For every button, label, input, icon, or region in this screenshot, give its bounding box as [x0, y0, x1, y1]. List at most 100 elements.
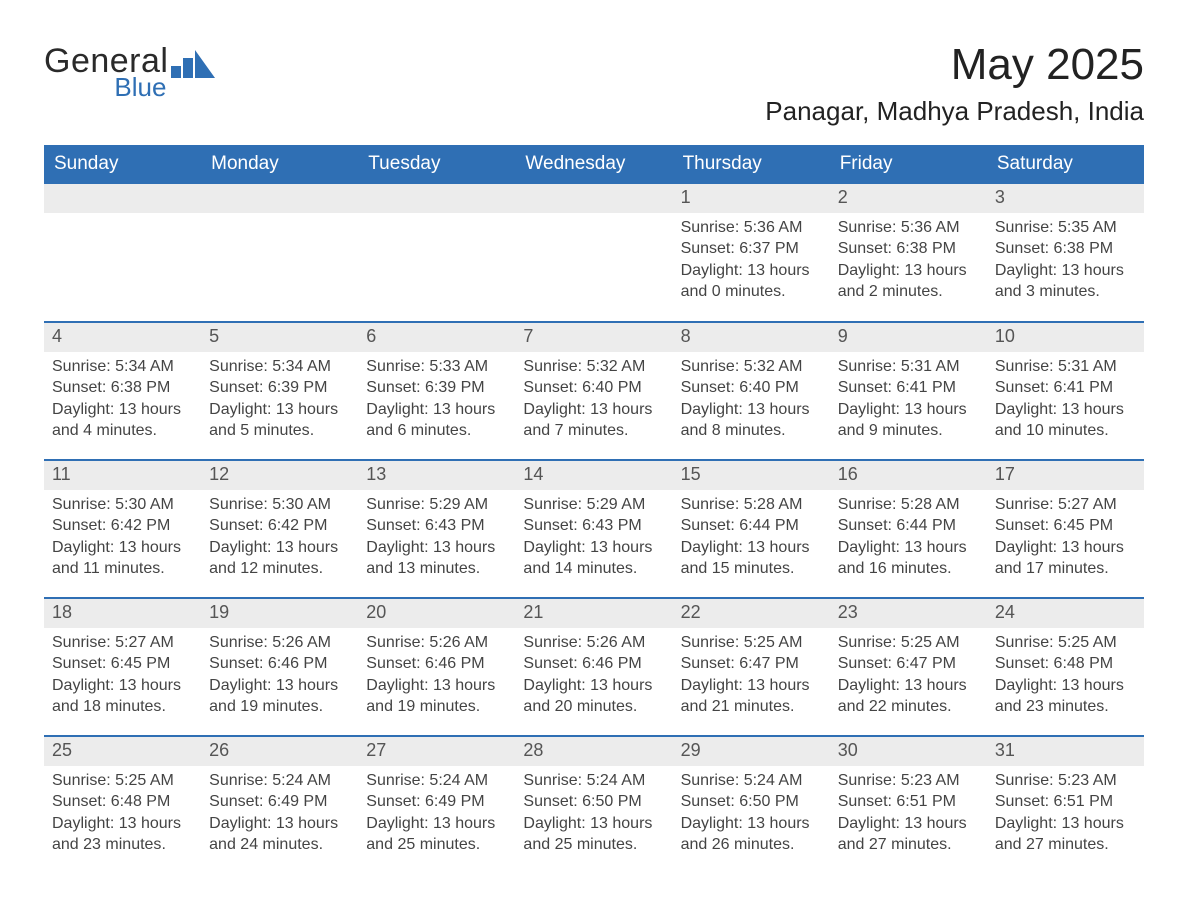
sunrise-line: Sunrise: 5:35 AM — [995, 217, 1136, 239]
sunrise-line: Sunrise: 5:34 AM — [52, 356, 193, 378]
day-details: Sunrise: 5:28 AMSunset: 6:44 PMDaylight:… — [830, 490, 987, 588]
sunrise-line: Sunrise: 5:29 AM — [523, 494, 664, 516]
daylight-line: Daylight: 13 hours and 23 minutes. — [52, 813, 193, 856]
day-header: Saturday — [987, 145, 1144, 184]
sunset-line: Sunset: 6:38 PM — [52, 377, 193, 399]
sunrise-line: Sunrise: 5:30 AM — [209, 494, 350, 516]
day-details: Sunrise: 5:25 AMSunset: 6:47 PMDaylight:… — [830, 628, 987, 726]
day-number-bar: 4 — [44, 323, 201, 352]
sunrise-line: Sunrise: 5:24 AM — [681, 770, 822, 792]
sunrise-line: Sunrise: 5:26 AM — [209, 632, 350, 654]
daylight-line: Daylight: 13 hours and 24 minutes. — [209, 813, 350, 856]
daylight-line: Daylight: 13 hours and 17 minutes. — [995, 537, 1136, 580]
day-header: Wednesday — [515, 145, 672, 184]
day-number-bar: 20 — [358, 599, 515, 628]
calendar-table: SundayMondayTuesdayWednesdayThursdayFrid… — [44, 145, 1144, 874]
calendar-cell: 26Sunrise: 5:24 AMSunset: 6:49 PMDayligh… — [201, 736, 358, 874]
day-number-bar: 26 — [201, 737, 358, 766]
day-number-bar: 23 — [830, 599, 987, 628]
sunset-line: Sunset: 6:41 PM — [838, 377, 979, 399]
sunrise-line: Sunrise: 5:30 AM — [52, 494, 193, 516]
day-number-bar: 30 — [830, 737, 987, 766]
day-details: Sunrise: 5:33 AMSunset: 6:39 PMDaylight:… — [358, 352, 515, 450]
day-number-bar — [44, 184, 201, 213]
daylight-line: Daylight: 13 hours and 16 minutes. — [838, 537, 979, 580]
daylight-line: Daylight: 13 hours and 3 minutes. — [995, 260, 1136, 303]
calendar-cell: 15Sunrise: 5:28 AMSunset: 6:44 PMDayligh… — [673, 460, 830, 598]
sunset-line: Sunset: 6:49 PM — [209, 791, 350, 813]
header-row: General Blue May 2025 Panagar, Madhya Pr… — [44, 40, 1144, 127]
calendar-cell — [201, 184, 358, 322]
day-details: Sunrise: 5:29 AMSunset: 6:43 PMDaylight:… — [358, 490, 515, 588]
day-header: Tuesday — [358, 145, 515, 184]
day-details: Sunrise: 5:26 AMSunset: 6:46 PMDaylight:… — [201, 628, 358, 726]
day-details: Sunrise: 5:28 AMSunset: 6:44 PMDaylight:… — [673, 490, 830, 588]
calendar-cell: 1Sunrise: 5:36 AMSunset: 6:37 PMDaylight… — [673, 184, 830, 322]
sunset-line: Sunset: 6:44 PM — [681, 515, 822, 537]
daylight-line: Daylight: 13 hours and 19 minutes. — [366, 675, 507, 718]
day-number-bar: 31 — [987, 737, 1144, 766]
daylight-line: Daylight: 13 hours and 5 minutes. — [209, 399, 350, 442]
calendar-cell: 23Sunrise: 5:25 AMSunset: 6:47 PMDayligh… — [830, 598, 987, 736]
day-number-bar: 9 — [830, 323, 987, 352]
day-details: Sunrise: 5:25 AMSunset: 6:47 PMDaylight:… — [673, 628, 830, 726]
sunset-line: Sunset: 6:39 PM — [209, 377, 350, 399]
calendar-cell: 16Sunrise: 5:28 AMSunset: 6:44 PMDayligh… — [830, 460, 987, 598]
calendar-cell: 31Sunrise: 5:23 AMSunset: 6:51 PMDayligh… — [987, 736, 1144, 874]
day-number-bar: 7 — [515, 323, 672, 352]
day-header: Monday — [201, 145, 358, 184]
sunrise-line: Sunrise: 5:33 AM — [366, 356, 507, 378]
daylight-line: Daylight: 13 hours and 18 minutes. — [52, 675, 193, 718]
sunset-line: Sunset: 6:46 PM — [523, 653, 664, 675]
sunrise-line: Sunrise: 5:24 AM — [366, 770, 507, 792]
calendar-cell: 8Sunrise: 5:32 AMSunset: 6:40 PMDaylight… — [673, 322, 830, 460]
sunrise-line: Sunrise: 5:27 AM — [995, 494, 1136, 516]
sunset-line: Sunset: 6:48 PM — [995, 653, 1136, 675]
day-number-bar: 27 — [358, 737, 515, 766]
sunset-line: Sunset: 6:40 PM — [681, 377, 822, 399]
calendar-row: 1Sunrise: 5:36 AMSunset: 6:37 PMDaylight… — [44, 184, 1144, 322]
sunrise-line: Sunrise: 5:25 AM — [995, 632, 1136, 654]
calendar-body: 1Sunrise: 5:36 AMSunset: 6:37 PMDaylight… — [44, 184, 1144, 874]
location-subtitle: Panagar, Madhya Pradesh, India — [765, 96, 1144, 127]
daylight-line: Daylight: 13 hours and 9 minutes. — [838, 399, 979, 442]
daylight-line: Daylight: 13 hours and 7 minutes. — [523, 399, 664, 442]
day-header: Thursday — [673, 145, 830, 184]
daylight-line: Daylight: 13 hours and 10 minutes. — [995, 399, 1136, 442]
sunrise-line: Sunrise: 5:28 AM — [838, 494, 979, 516]
day-number-bar: 2 — [830, 184, 987, 213]
sunset-line: Sunset: 6:40 PM — [523, 377, 664, 399]
calendar-cell: 30Sunrise: 5:23 AMSunset: 6:51 PMDayligh… — [830, 736, 987, 874]
calendar-cell: 4Sunrise: 5:34 AMSunset: 6:38 PMDaylight… — [44, 322, 201, 460]
calendar-cell: 3Sunrise: 5:35 AMSunset: 6:38 PMDaylight… — [987, 184, 1144, 322]
day-details: Sunrise: 5:24 AMSunset: 6:50 PMDaylight:… — [515, 766, 672, 864]
calendar-cell — [358, 184, 515, 322]
calendar-cell: 29Sunrise: 5:24 AMSunset: 6:50 PMDayligh… — [673, 736, 830, 874]
sunset-line: Sunset: 6:49 PM — [366, 791, 507, 813]
day-details: Sunrise: 5:31 AMSunset: 6:41 PMDaylight:… — [987, 352, 1144, 450]
day-number-bar: 11 — [44, 461, 201, 490]
sunset-line: Sunset: 6:46 PM — [209, 653, 350, 675]
calendar-row: 18Sunrise: 5:27 AMSunset: 6:45 PMDayligh… — [44, 598, 1144, 736]
sunset-line: Sunset: 6:45 PM — [995, 515, 1136, 537]
sunset-line: Sunset: 6:43 PM — [366, 515, 507, 537]
day-number-bar: 21 — [515, 599, 672, 628]
calendar-cell: 21Sunrise: 5:26 AMSunset: 6:46 PMDayligh… — [515, 598, 672, 736]
daylight-line: Daylight: 13 hours and 14 minutes. — [523, 537, 664, 580]
sunrise-line: Sunrise: 5:25 AM — [681, 632, 822, 654]
sunrise-line: Sunrise: 5:26 AM — [523, 632, 664, 654]
day-details: Sunrise: 5:34 AMSunset: 6:38 PMDaylight:… — [44, 352, 201, 450]
sunrise-line: Sunrise: 5:23 AM — [838, 770, 979, 792]
day-number-bar — [515, 184, 672, 213]
day-details: Sunrise: 5:30 AMSunset: 6:42 PMDaylight:… — [201, 490, 358, 588]
sunset-line: Sunset: 6:50 PM — [523, 791, 664, 813]
sunset-line: Sunset: 6:43 PM — [523, 515, 664, 537]
daylight-line: Daylight: 13 hours and 11 minutes. — [52, 537, 193, 580]
sunrise-line: Sunrise: 5:36 AM — [681, 217, 822, 239]
day-number-bar: 12 — [201, 461, 358, 490]
brand-text: General Blue — [44, 44, 168, 100]
day-details: Sunrise: 5:24 AMSunset: 6:49 PMDaylight:… — [358, 766, 515, 864]
sunset-line: Sunset: 6:51 PM — [838, 791, 979, 813]
calendar-cell: 24Sunrise: 5:25 AMSunset: 6:48 PMDayligh… — [987, 598, 1144, 736]
sunrise-line: Sunrise: 5:31 AM — [838, 356, 979, 378]
